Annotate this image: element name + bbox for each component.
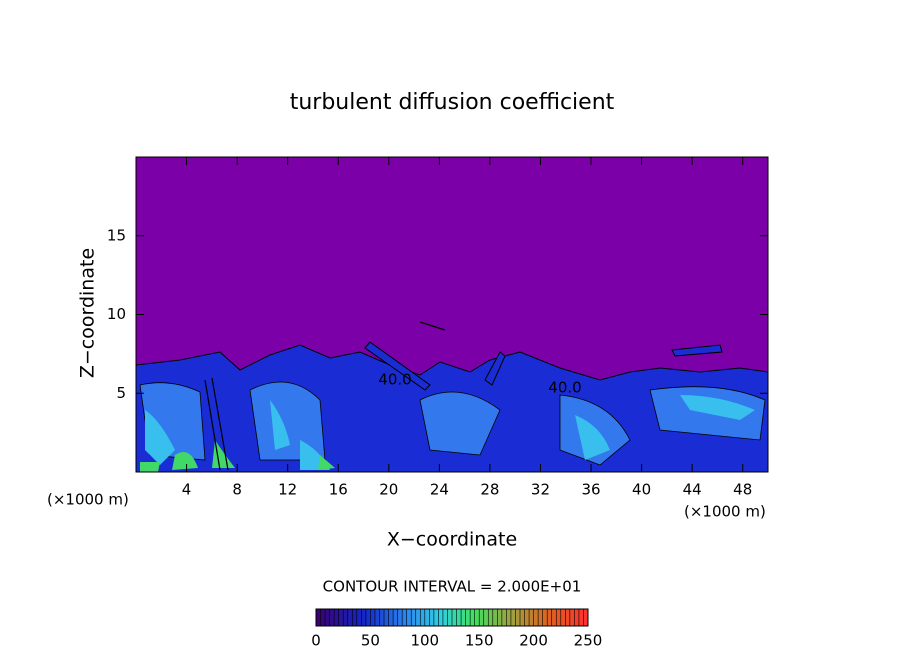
colorbar-tick-label: 0: [311, 632, 321, 650]
colorbar-stripes: [320, 609, 584, 626]
x-tick-label: 20: [379, 481, 398, 499]
x-tick-label: 16: [329, 481, 348, 499]
y-tick-label: 10: [107, 305, 126, 323]
x-tick-label: 12: [278, 481, 297, 499]
x-tick-label: 28: [480, 481, 499, 499]
colorbar-tick-label: 150: [465, 632, 494, 650]
colorbar-tick-label: 250: [574, 632, 603, 650]
x-tick-label: 32: [531, 481, 550, 499]
x-axis-label: X−coordinate: [387, 529, 517, 551]
y-tick-label: 15: [107, 226, 126, 244]
x-tick-label: 48: [733, 481, 752, 499]
chart-title: turbulent diffusion coefficient: [290, 90, 615, 115]
y-tick-label: 5: [116, 384, 126, 402]
contour-label: 40.0: [548, 379, 581, 397]
colorbar-tick-label: 200: [519, 632, 548, 650]
colorbar-tick-label: 50: [361, 632, 380, 650]
contour-interval: CONTOUR INTERVAL = 2.000E+01: [323, 578, 582, 596]
x-tick-label: 4: [182, 481, 192, 499]
contour-field: [136, 157, 768, 472]
contour-label: 40.0: [378, 371, 411, 389]
x-unit-label: (×1000 m): [684, 503, 766, 521]
x-tick-label: 40: [632, 481, 651, 499]
x-tick-label: 36: [581, 481, 600, 499]
y-axis-label: Z−coordinate: [77, 248, 99, 378]
x-tick-label: 8: [232, 481, 242, 499]
x-tick-label: 44: [683, 481, 702, 499]
colorbar-tick-label: 100: [410, 632, 439, 650]
x-tick-label: 24: [430, 481, 449, 499]
x-unit-label: (×1000 m): [47, 491, 129, 509]
